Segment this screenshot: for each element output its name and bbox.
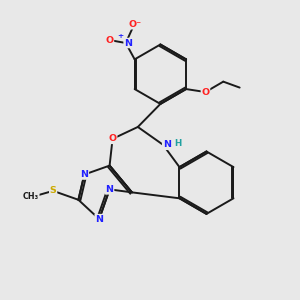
Text: O⁻: O⁻ bbox=[129, 20, 142, 29]
Text: CH₃: CH₃ bbox=[23, 192, 39, 201]
Text: O: O bbox=[105, 35, 113, 44]
Text: N: N bbox=[163, 140, 171, 149]
Text: O: O bbox=[109, 134, 117, 143]
Text: S: S bbox=[50, 186, 56, 195]
Text: H: H bbox=[174, 139, 182, 148]
Text: +: + bbox=[117, 34, 124, 40]
Text: N: N bbox=[124, 38, 132, 47]
Text: N: N bbox=[80, 170, 88, 179]
Text: N: N bbox=[106, 185, 114, 194]
Text: O: O bbox=[201, 88, 209, 97]
Text: N: N bbox=[95, 214, 103, 224]
